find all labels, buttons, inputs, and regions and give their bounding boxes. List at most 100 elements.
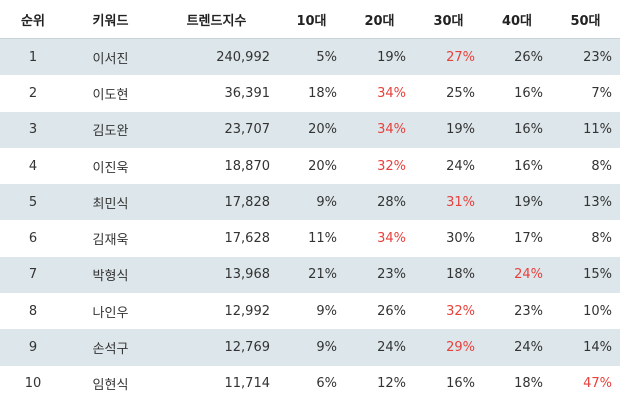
table-row: 4 이진욱 18,870 20% 32% 24% 16% 8% (0, 148, 620, 184)
table-cell: 9% (316, 194, 337, 210)
table-cell: 2 (28, 85, 38, 101)
table-cell: 12,992 (224, 303, 271, 319)
table-cell: 11% (308, 231, 337, 247)
table-cell: 14% (583, 340, 612, 356)
table-cell: 나인우 (92, 305, 129, 321)
table-row: 3 김도완 23,707 20% 34% 19% 16% 11% (0, 111, 620, 148)
table-cell: 8 (28, 303, 38, 319)
table-cell: 7% (591, 85, 612, 101)
column-header: 50대 (551, 0, 620, 39)
table-cell: 34% (377, 231, 406, 247)
table-cell: 28% (377, 194, 406, 210)
table-cell: 23% (583, 49, 612, 65)
table-cell: 5% (316, 49, 337, 65)
table-cell: 17,628 (224, 231, 271, 247)
table-cell: 20% (308, 158, 337, 174)
table-cell: 1 (28, 49, 38, 65)
column-header: 30대 (414, 0, 483, 39)
table-cell: 18% (514, 376, 543, 392)
table-cell: 16% (514, 122, 543, 138)
table-cell: 13,968 (224, 267, 271, 283)
table-row: 6 김재욱 17,628 11% 34% 30% 17% 8% (0, 220, 620, 256)
table-cell: 36,391 (224, 85, 271, 101)
table-cell: 11,714 (224, 376, 271, 392)
table-cell: 6 (28, 231, 38, 247)
table-cell: 12,769 (224, 340, 271, 356)
table-cell: 16% (446, 376, 475, 392)
table-cell: 3 (28, 122, 38, 138)
table-cell: 20% (308, 122, 337, 138)
table-cell: 9% (316, 340, 337, 356)
table-cell: 18% (308, 85, 337, 101)
table-cell: 이서진 (92, 51, 129, 67)
table-cell: 29% (446, 340, 475, 356)
table-cell: 9 (28, 340, 38, 356)
column-header: 키워드 (66, 0, 155, 39)
table-cell: 9% (316, 303, 337, 319)
table-cell: 17,828 (224, 194, 271, 210)
table-cell: 30% (446, 231, 475, 247)
table-cell: 김도완 (92, 124, 129, 140)
table-cell: 24% (377, 340, 406, 356)
table-cell: 12% (377, 376, 406, 392)
table-cell: 15% (583, 267, 612, 283)
table-row: 2 이도현 36,391 18% 34% 25% 16% 7% (0, 75, 620, 111)
table-cell: 김재욱 (92, 233, 129, 249)
column-header: 트렌드지수 (155, 0, 278, 39)
table-cell: 10% (583, 303, 612, 319)
table-cell: 26% (514, 49, 543, 65)
table-cell: 19% (514, 194, 543, 210)
table-cell: 23,707 (224, 122, 271, 138)
table-row: 1 이서진 240,992 5% 19% 27% 26% 23% (0, 38, 620, 76)
table-cell: 손석구 (92, 342, 129, 358)
column-header: 40대 (483, 0, 551, 39)
table-cell: 34% (377, 122, 406, 138)
table-cell: 25% (446, 85, 475, 101)
table-cell: 21% (308, 267, 337, 283)
table-cell: 11% (583, 122, 612, 138)
table-cell: 24% (514, 340, 543, 356)
table-cell: 32% (446, 303, 475, 319)
table-cell: 최민식 (92, 196, 129, 212)
table-cell: 16% (514, 158, 543, 174)
table-cell: 4 (28, 158, 38, 174)
table-cell: 240,992 (216, 49, 270, 65)
table-body: 1 이서진 240,992 5% 19% 27% 26% 23% 2 이도현 36,391 18% 34… (0, 38, 620, 402)
table-cell: 26% (377, 303, 406, 319)
column-header: 10대 (278, 0, 345, 39)
table-cell: 8% (591, 231, 612, 247)
table-cell: 19% (377, 49, 406, 65)
table-cell: 24% (446, 158, 475, 174)
table-cell: 34% (377, 85, 406, 101)
table-cell: 18,870 (224, 158, 271, 174)
table-cell: 23% (514, 303, 543, 319)
table-cell: 47% (583, 376, 612, 392)
table-row: 9 손석구 12,769 9% 24% 29% 24% 14% (0, 329, 620, 366)
table-row: 8 나인우 12,992 9% 26% 32% 23% 10% (0, 293, 620, 329)
table-cell: 13% (583, 194, 612, 210)
table-row: 5 최민식 17,828 9% 28% 31% 19% 13% (0, 184, 620, 221)
table-cell: 24% (514, 267, 543, 283)
header-row: 순위 키워드 트렌드지수 10대 20대 30대 40대 50대 (0, 0, 620, 39)
table-cell: 6% (316, 376, 337, 392)
table-cell: 임현식 (92, 378, 129, 394)
table-cell: 17% (514, 231, 543, 247)
table-cell: 이진욱 (92, 160, 129, 176)
table-cell: 박형식 (92, 269, 129, 285)
table-cell: 18% (446, 267, 475, 283)
column-header: 20대 (345, 0, 414, 39)
table-cell: 31% (446, 194, 475, 210)
table-cell: 16% (514, 85, 543, 101)
table-cell: 7 (28, 267, 38, 283)
table-cell: 27% (446, 49, 475, 65)
table-cell: 이도현 (92, 87, 129, 103)
table-cell: 8% (591, 158, 612, 174)
table-cell: 5 (28, 194, 38, 210)
table-cell: 32% (377, 158, 406, 174)
table-cell: 23% (377, 267, 406, 283)
column-header: 순위 (0, 0, 66, 39)
table-cell: 19% (446, 122, 475, 138)
table-cell: 10 (24, 376, 42, 392)
